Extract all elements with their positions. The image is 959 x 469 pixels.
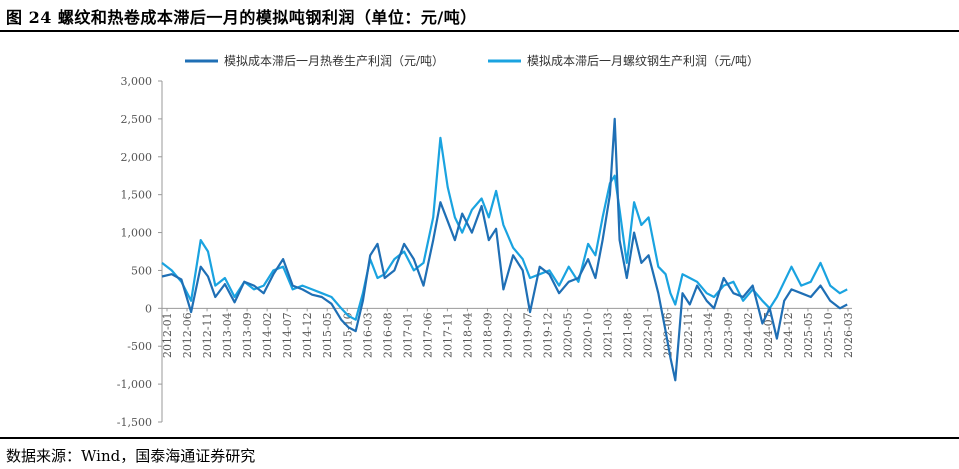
x-tick-label: 2017-11: [441, 312, 454, 358]
x-tick-label: 2014-12: [301, 312, 314, 358]
x-tick-label: 2015-05: [321, 312, 334, 358]
x-tick-label: 2017-06: [421, 312, 434, 358]
y-tick-label: 2,500: [121, 113, 153, 126]
x-axis: 2012-01 2012-06 2012-11 2013-04 2013-09 2014-…: [161, 308, 855, 358]
legend-label-rebar: 模拟成本滞后一月螺纹钢生产利润（元/吨）: [527, 54, 759, 68]
x-tick-label: 2012-01: [161, 312, 174, 358]
y-tick-label: -500: [127, 340, 152, 353]
y-axis: 3,000 2,500 2,000 1,500 1,000 500 0 -500 -1,000 -…: [117, 75, 162, 429]
x-tick-label: 2012-11: [201, 312, 214, 358]
x-tick-label: 2017-01: [401, 312, 414, 358]
x-tick-label: 2013-04: [221, 312, 234, 358]
x-tick-label: 2012-06: [181, 312, 194, 358]
y-tick-label: -1,500: [117, 416, 152, 429]
y-tick-label: 0: [145, 302, 152, 315]
x-tick-label: 2024-12: [782, 312, 795, 358]
x-tick-label: 2026-03: [842, 312, 855, 358]
x-tick-label: 2013-09: [241, 312, 254, 358]
x-tick-label: 2020-10: [582, 312, 595, 358]
x-tick-label: 2016-03: [361, 312, 374, 358]
x-tick-label: 2018-09: [481, 312, 494, 358]
x-tick-label: 2023-04: [702, 312, 715, 358]
top-rule: [0, 30, 959, 32]
x-tick-label: 2022-01: [642, 312, 655, 358]
x-tick-label: 2025-05: [802, 312, 815, 358]
legend-label-hot-rolled: 模拟成本滞后一月热卷生产利润（元/吨）: [224, 53, 444, 68]
y-tick-label: 500: [131, 264, 152, 277]
source-note: 数据来源：Wind，国泰海通证券研究: [6, 447, 256, 465]
x-tick-label: 2023-09: [722, 312, 735, 358]
legend: 模拟成本滞后一月热卷生产利润（元/吨） 模拟成本滞后一月螺纹钢生产利润（元/吨）: [185, 53, 759, 68]
figure-title: 图 24 螺纹和热卷成本滞后一月的模拟吨钢利润（单位：元/吨）: [6, 8, 477, 27]
y-tick-label: 3,000: [121, 75, 153, 88]
x-tick-label: 2020-05: [562, 312, 575, 358]
y-tick-label: 2,000: [121, 151, 153, 164]
x-tick-label: 2018-04: [461, 312, 474, 358]
y-tick-label: 1,500: [121, 189, 153, 202]
x-tick-label: 2014-02: [261, 312, 274, 358]
x-tick-label: 2014-07: [281, 312, 294, 358]
x-tick-label: 2021-03: [602, 312, 615, 358]
series-layer: [161, 117, 848, 382]
x-tick-label: 2015-10: [341, 312, 354, 358]
x-tick-label: 2024-07: [762, 312, 775, 358]
x-tick-label: 2019-02: [502, 312, 515, 358]
y-tick-label: 1,000: [121, 227, 153, 240]
series-line-hot-rolled: [161, 117, 848, 382]
y-tick-label: -1,000: [117, 378, 152, 391]
x-tick-label: 2019-07: [522, 312, 535, 358]
x-tick-label: 2016-08: [381, 312, 394, 358]
bottom-rule: [0, 437, 959, 439]
x-tick-label: 2024-02: [742, 312, 755, 358]
x-tick-label: 2022-11: [682, 312, 695, 358]
x-tick-label: 2019-12: [542, 312, 555, 358]
x-tick-label: 2025-10: [822, 312, 835, 358]
x-tick-label: 2021-08: [622, 312, 635, 358]
